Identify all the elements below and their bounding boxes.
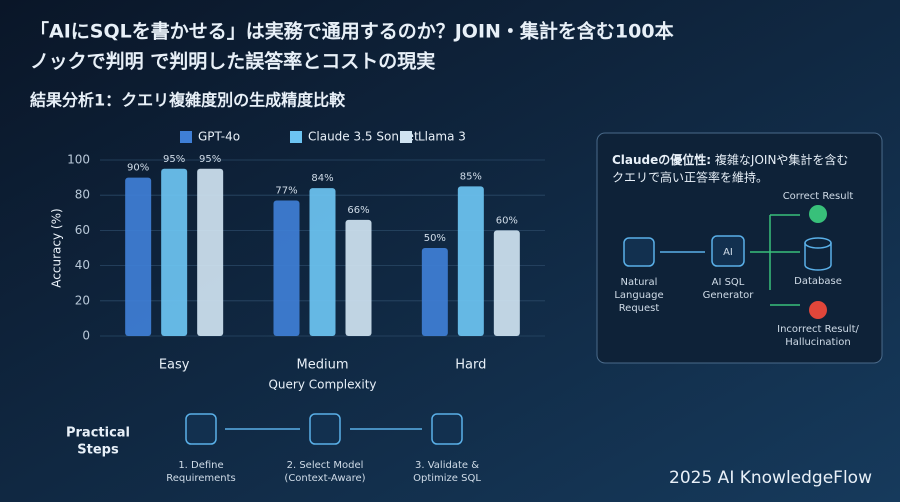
chart: 0 20 40 60 80 100 Accuracy (%) Query Complexity… — [50, 130, 545, 392]
ai-icon: AI — [723, 247, 733, 258]
steps-title: Steps — [77, 443, 119, 458]
callout-line: クエリで高い正答率を維持。 — [612, 170, 768, 185]
step-label: 3. Validate & — [415, 460, 479, 471]
value-label: 60% — [496, 215, 518, 226]
footer: 2025 AI KnowledgeFlow — [669, 468, 872, 488]
value-label: 66% — [347, 205, 369, 216]
node-label: Database — [794, 276, 842, 287]
y-tick-label: 60 — [75, 223, 90, 237]
value-label: 95% — [199, 154, 221, 165]
bar — [161, 168, 188, 336]
y-tick-label: 0 — [82, 329, 90, 343]
subtitle: 結果分析1：クエリ複雑度別の生成精度比較 — [30, 91, 346, 110]
legend-label: GPT-4o — [198, 130, 240, 144]
node-label: Hallucination — [785, 337, 850, 348]
y-tick-label: 100 — [67, 153, 90, 167]
callout-text: Claudeの優位性: 複雑なJOINや集計を含む — [612, 152, 848, 167]
bar — [273, 200, 300, 336]
node-label: Language — [614, 290, 663, 301]
legend-swatch — [180, 131, 192, 143]
node-label: Natural — [621, 277, 658, 288]
value-label: 90% — [127, 163, 149, 174]
step-label: Optimize SQL — [413, 473, 481, 484]
y-tick-label: 80 — [75, 188, 90, 202]
steps-title: Practical — [66, 426, 130, 441]
step-label: Requirements — [166, 473, 236, 484]
title: 「AIにSQLを書かせる」は実務で通用するのか？JOIN・集計を含む100本 — [30, 20, 674, 43]
y-tick-label: 40 — [75, 258, 90, 272]
bar — [125, 177, 152, 336]
value-label: 50% — [424, 233, 446, 244]
x-tick-label: Medium — [297, 358, 349, 373]
bar — [309, 188, 336, 336]
bar — [493, 230, 520, 336]
step-label: (Context-Aware) — [284, 473, 365, 484]
callout-bold: Claudeの優位性: — [612, 152, 711, 167]
value-label: 84% — [311, 173, 333, 184]
node-label: Incorrect Result/ — [777, 324, 859, 335]
legend-label: Llama 3 — [418, 130, 466, 144]
x-tick-label: Easy — [159, 358, 190, 373]
step-shapes — [185, 413, 463, 445]
x-axis-title: Query Complexity — [268, 378, 376, 392]
diagram-labels: Natural Language Request AI SQL Generato… — [614, 191, 859, 348]
y-tick-label: 20 — [75, 293, 90, 307]
bar — [457, 186, 484, 336]
value-label: 95% — [163, 154, 185, 165]
value-label: 85% — [460, 171, 482, 182]
legend-swatch — [290, 131, 302, 143]
y-axis-title: Accuracy (%) — [50, 208, 64, 287]
check-icon — [809, 205, 827, 223]
x-tick-label: Hard — [455, 358, 486, 373]
legend-label: Claude 3.5 Sonnet — [308, 130, 419, 144]
node-label: Correct Result — [783, 191, 854, 202]
error-icon — [809, 301, 827, 319]
legend-swatch — [400, 131, 412, 143]
value-label: 77% — [275, 185, 297, 196]
step-label: 2. Select Model — [287, 460, 364, 471]
node-label: AI SQL — [712, 277, 745, 288]
step-label: 1. Define — [178, 460, 223, 471]
title: ノックで判明 で判明した誤答率とコストの現実 — [30, 50, 435, 73]
node-label: Generator — [703, 290, 755, 301]
node-label: Request — [619, 303, 660, 314]
diagram-shapes — [623, 214, 832, 306]
callout-line: 複雑なJOINや集計を含む — [715, 152, 849, 167]
bar — [197, 168, 224, 336]
bar — [421, 248, 448, 336]
bar — [345, 219, 372, 336]
